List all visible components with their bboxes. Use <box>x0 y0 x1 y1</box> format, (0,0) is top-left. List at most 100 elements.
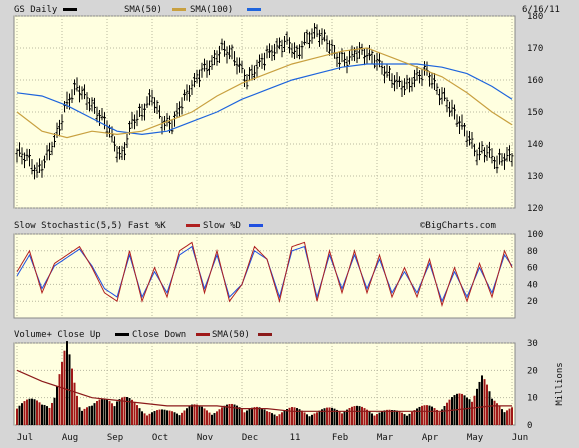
volume-bar <box>41 404 43 425</box>
volume-bar <box>426 405 428 425</box>
volume-bar <box>183 410 186 425</box>
volume-bar <box>298 409 301 425</box>
volume-bar <box>391 410 393 425</box>
volume-bar <box>108 401 111 425</box>
volume-bar <box>196 404 198 425</box>
volume-bar <box>241 409 243 425</box>
x-axis-label: May <box>467 433 484 443</box>
volume-bar <box>446 402 448 425</box>
volume-bar <box>303 412 306 425</box>
volume-bar <box>436 409 438 425</box>
volume-bar <box>498 406 501 425</box>
volume-bar <box>416 408 418 425</box>
sma100-line <box>16 63 513 136</box>
volume-bar <box>43 404 46 425</box>
volume-bar <box>428 405 431 425</box>
volume-bar <box>471 401 473 425</box>
volume-bar <box>411 411 413 425</box>
volume-bar <box>283 410 286 425</box>
volume-bar <box>236 405 238 425</box>
volume-bar <box>23 401 26 425</box>
volume-bar <box>421 405 423 425</box>
x-axis-label: Mar <box>377 433 394 443</box>
vol-ytick-label: 10 <box>527 394 538 404</box>
volume-bar <box>441 409 443 425</box>
volume-bar <box>318 410 321 425</box>
volume-bar <box>126 397 128 425</box>
volume-label: Volume+ Close Up <box>14 330 101 340</box>
volume-bar <box>371 413 373 425</box>
volume-bar <box>66 341 68 425</box>
volume-bar <box>228 404 231 425</box>
volume-bar <box>256 406 258 425</box>
sma50-legend-label: SMA(50) <box>124 5 162 15</box>
stoch-ytick-label: 40 <box>527 280 538 290</box>
volume-bar <box>258 407 261 425</box>
volume-bar <box>323 408 326 425</box>
volume-bar <box>131 399 133 425</box>
volume-bar <box>386 409 388 425</box>
volume-bar <box>423 405 426 425</box>
volume-bar <box>38 402 41 425</box>
volume-bar <box>333 408 336 425</box>
volume-bar <box>148 413 151 425</box>
volume-bar <box>511 407 513 425</box>
volume-bar <box>48 407 51 425</box>
volume-bar <box>286 408 288 425</box>
volume-bar <box>273 414 276 425</box>
sma50-line <box>16 47 513 139</box>
volume-bar <box>501 409 503 425</box>
volume-bar <box>116 401 118 425</box>
volume-bar <box>161 409 163 425</box>
volume-bar <box>361 406 363 425</box>
volume-bar <box>473 395 476 425</box>
volume-bar <box>223 405 226 425</box>
vol-ytick-label: 0 <box>527 421 532 431</box>
volume-bar <box>206 410 208 425</box>
x-axis-label: Jul <box>17 433 33 443</box>
volume-bar <box>186 408 188 425</box>
volume-bar <box>373 415 376 425</box>
x-axis-label: Apr <box>422 433 439 443</box>
volume-bar <box>201 406 203 425</box>
volume-bar <box>321 409 323 425</box>
volume-bar <box>311 414 313 425</box>
volume-bar <box>88 406 91 425</box>
stoch-label: Slow Stochastic(5,5) Fast %K <box>14 221 166 231</box>
vol-sma-line <box>16 369 512 412</box>
volume-bar <box>106 399 108 425</box>
volume-bar <box>431 406 433 425</box>
volume-bar <box>406 415 408 425</box>
volume-bar <box>73 382 76 425</box>
volume-bar <box>261 408 263 425</box>
volume-bar <box>493 400 496 425</box>
volume-bar <box>376 414 378 425</box>
volume-bar <box>231 403 233 425</box>
sma100-swatch <box>247 8 261 11</box>
volume-bar <box>156 410 158 425</box>
volume-bar <box>198 405 201 425</box>
volume-bar <box>173 412 176 425</box>
x-axis-label: Sep <box>107 433 123 443</box>
volume-bar <box>486 384 488 425</box>
volume-bar <box>268 411 271 425</box>
volume-bar <box>136 405 138 425</box>
volume-bar <box>83 408 86 425</box>
vol-down-swatch <box>196 333 210 336</box>
volume-bar <box>356 405 358 425</box>
volume-bar <box>291 407 293 425</box>
volume-bar <box>36 400 38 425</box>
volume-bar <box>381 411 383 425</box>
volume-bar <box>238 407 241 425</box>
volume-bar <box>353 406 356 425</box>
vol-up-swatch <box>115 333 129 336</box>
volume-unit-label: Millions <box>555 362 565 405</box>
volume-bar <box>246 410 248 425</box>
stoch-ytick-label: 80 <box>527 247 538 257</box>
volume-bar <box>263 409 266 425</box>
volume-bar <box>221 407 223 425</box>
volume-bar <box>213 413 216 425</box>
volume-bar <box>193 404 196 425</box>
stoch-d-swatch <box>249 224 263 227</box>
